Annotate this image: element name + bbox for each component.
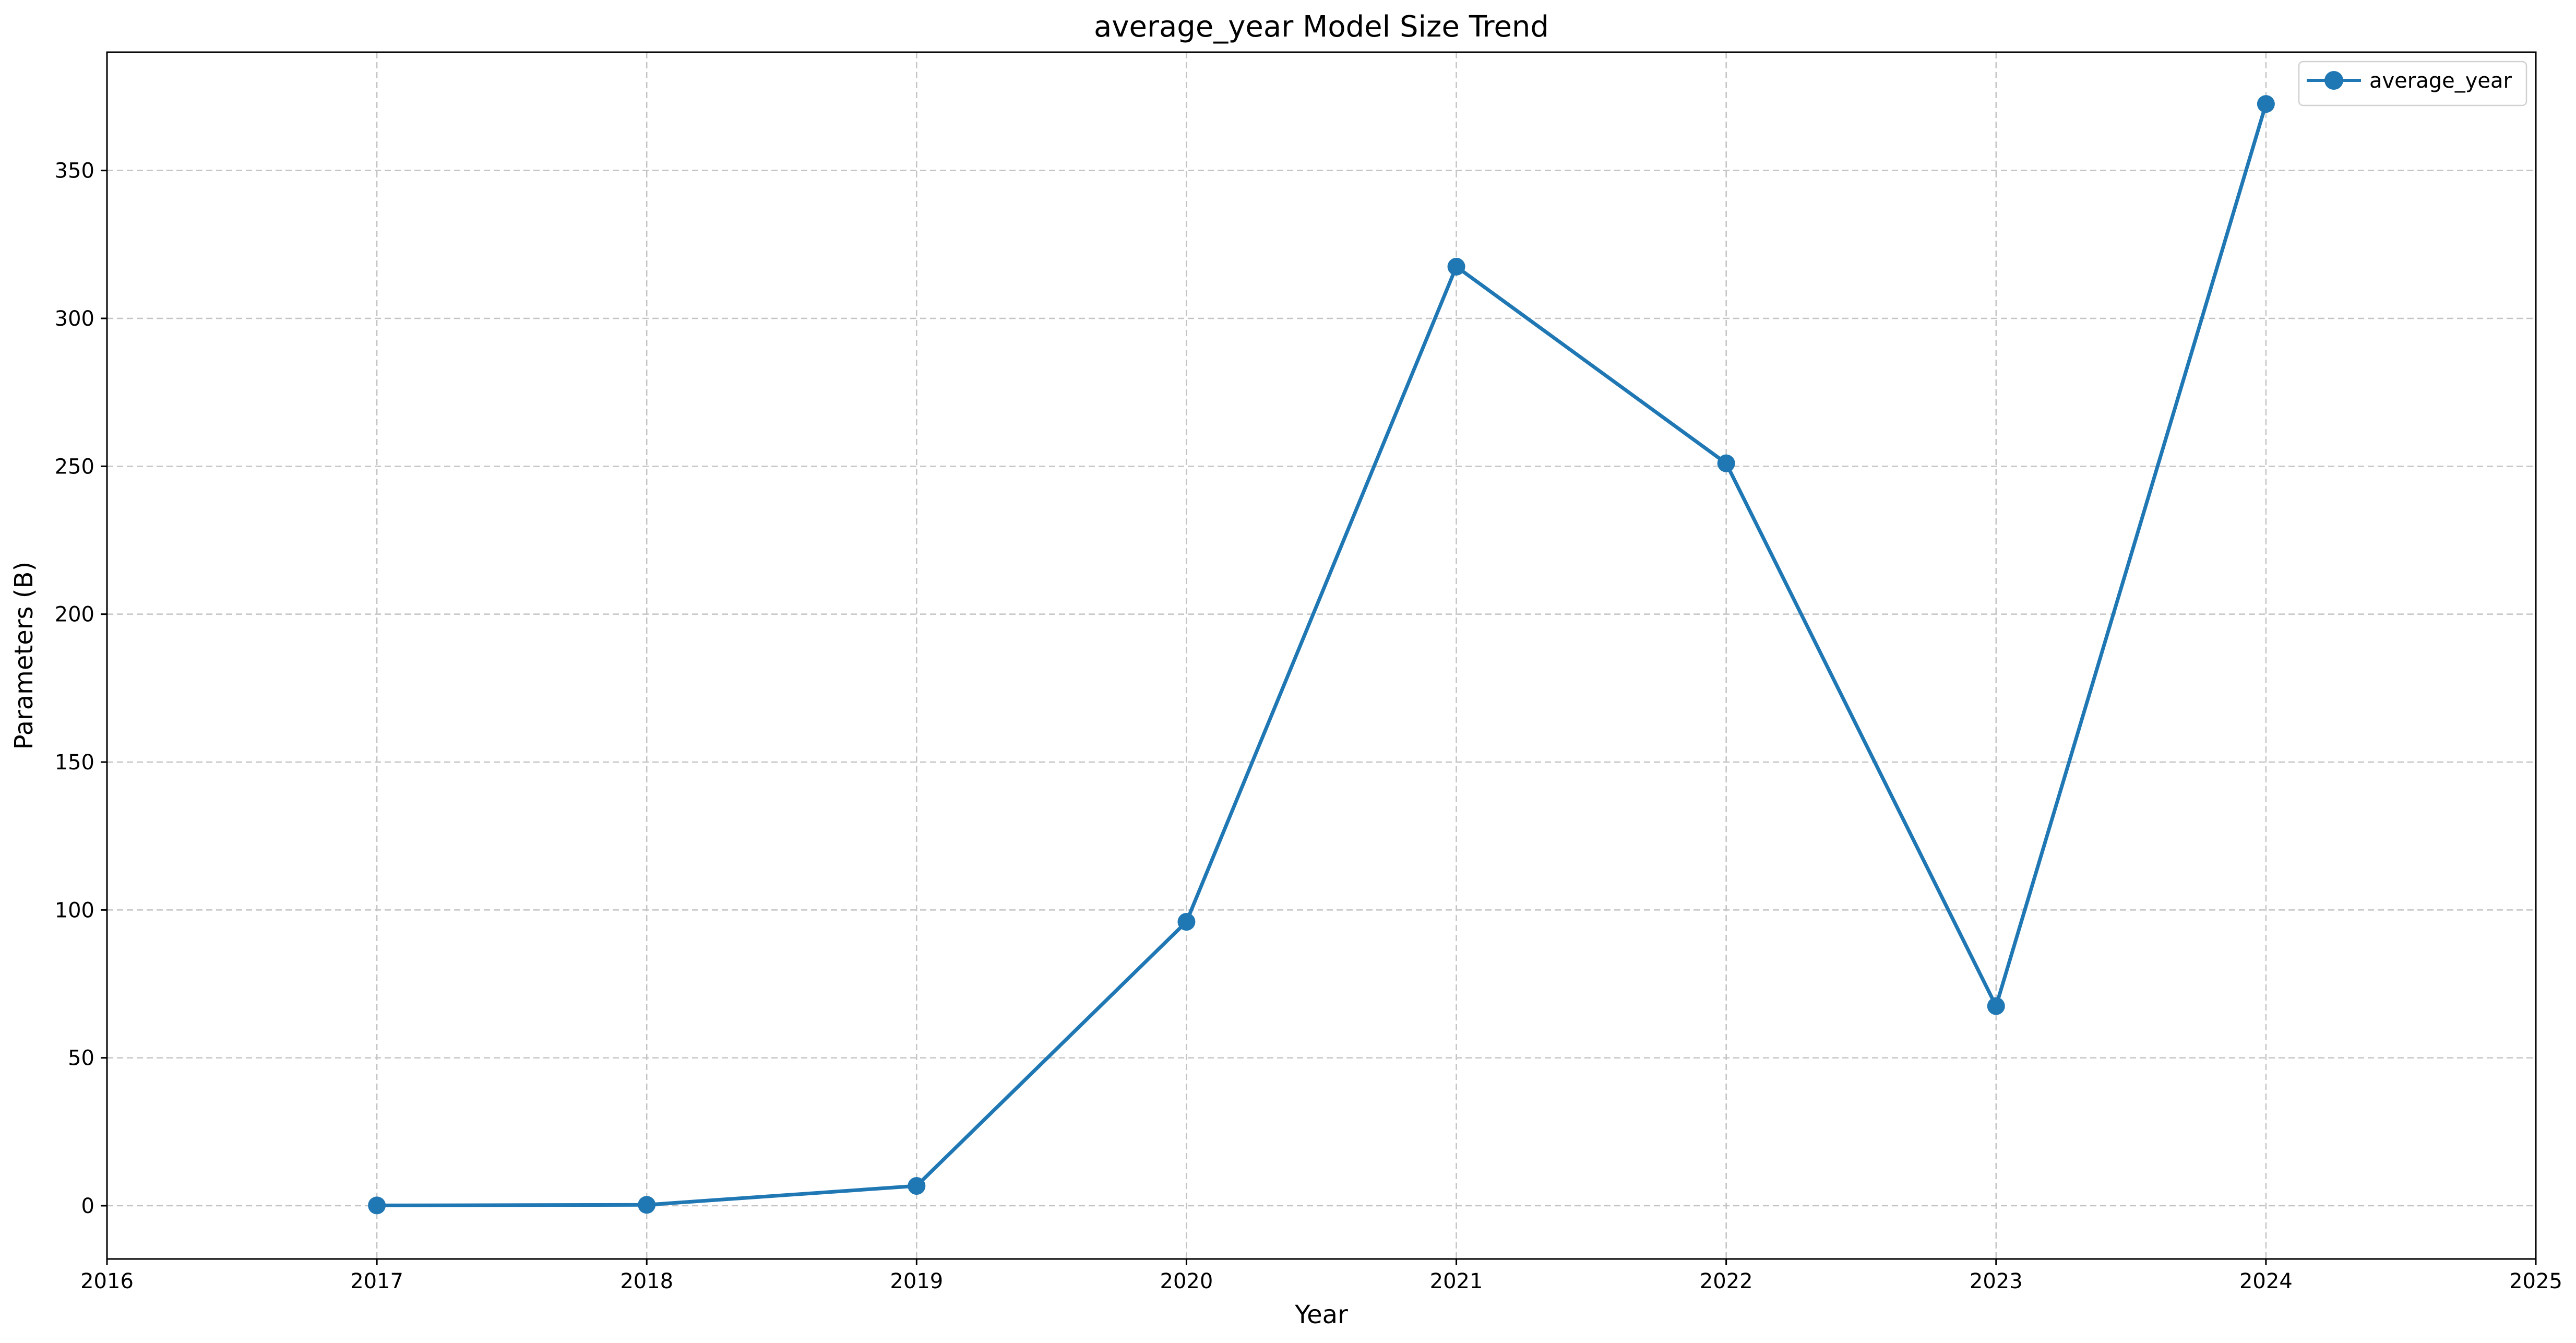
y-tick-label: 250 [55,455,94,479]
y-tick-label: 150 [55,751,94,775]
series-line [377,103,2268,1207]
legend-box [2298,61,2527,106]
legend-label: average_year [2369,69,2512,93]
y-axis-label: Parameters (B) [9,562,39,750]
plot-frame [106,51,2537,1260]
x-axis-ticks: 2016 2017 2018 2019 2020 2021 2022 2023 2024 2025 [80,1259,2562,1293]
data-point [368,1196,386,1215]
data-point [908,1177,926,1195]
grid-lines [107,52,2536,1259]
data-point [638,1196,656,1214]
x-axis-label: Year [1294,1300,1348,1329]
x-tick-label: 2025 [2509,1269,2562,1293]
series-layer [368,95,2275,1215]
data-point [2257,95,2275,113]
x-tick-label: 2020 [1160,1269,1213,1293]
x-tick-label: 2016 [80,1269,134,1293]
y-tick-label: 100 [55,898,94,922]
y-axis-ticks: 0 50 100 150 200 250 300 350 [55,159,107,1218]
chart-title: average_year Model Size Trend [1094,10,1549,44]
x-tick-label: 2021 [1430,1269,1483,1293]
y-tick-label: 300 [55,307,94,331]
x-tick-label: 2017 [350,1269,403,1293]
data-point [1177,913,1196,931]
y-tick-label: 350 [55,159,94,183]
legend: average_year [2298,61,2527,106]
legend-marker-swatch [2324,71,2343,90]
x-tick-label: 2019 [890,1269,943,1293]
x-tick-label: 2024 [2239,1269,2293,1293]
data-point [1717,454,1735,472]
y-tick-label: 0 [81,1194,94,1218]
x-tick-label: 2018 [620,1269,673,1293]
y-tick-label: 50 [68,1047,94,1071]
data-point [1447,257,1465,276]
y-tick-label: 200 [55,603,94,627]
data-point [1987,997,2005,1015]
x-tick-label: 2022 [1700,1269,1753,1293]
x-tick-label: 2023 [1970,1269,2023,1293]
